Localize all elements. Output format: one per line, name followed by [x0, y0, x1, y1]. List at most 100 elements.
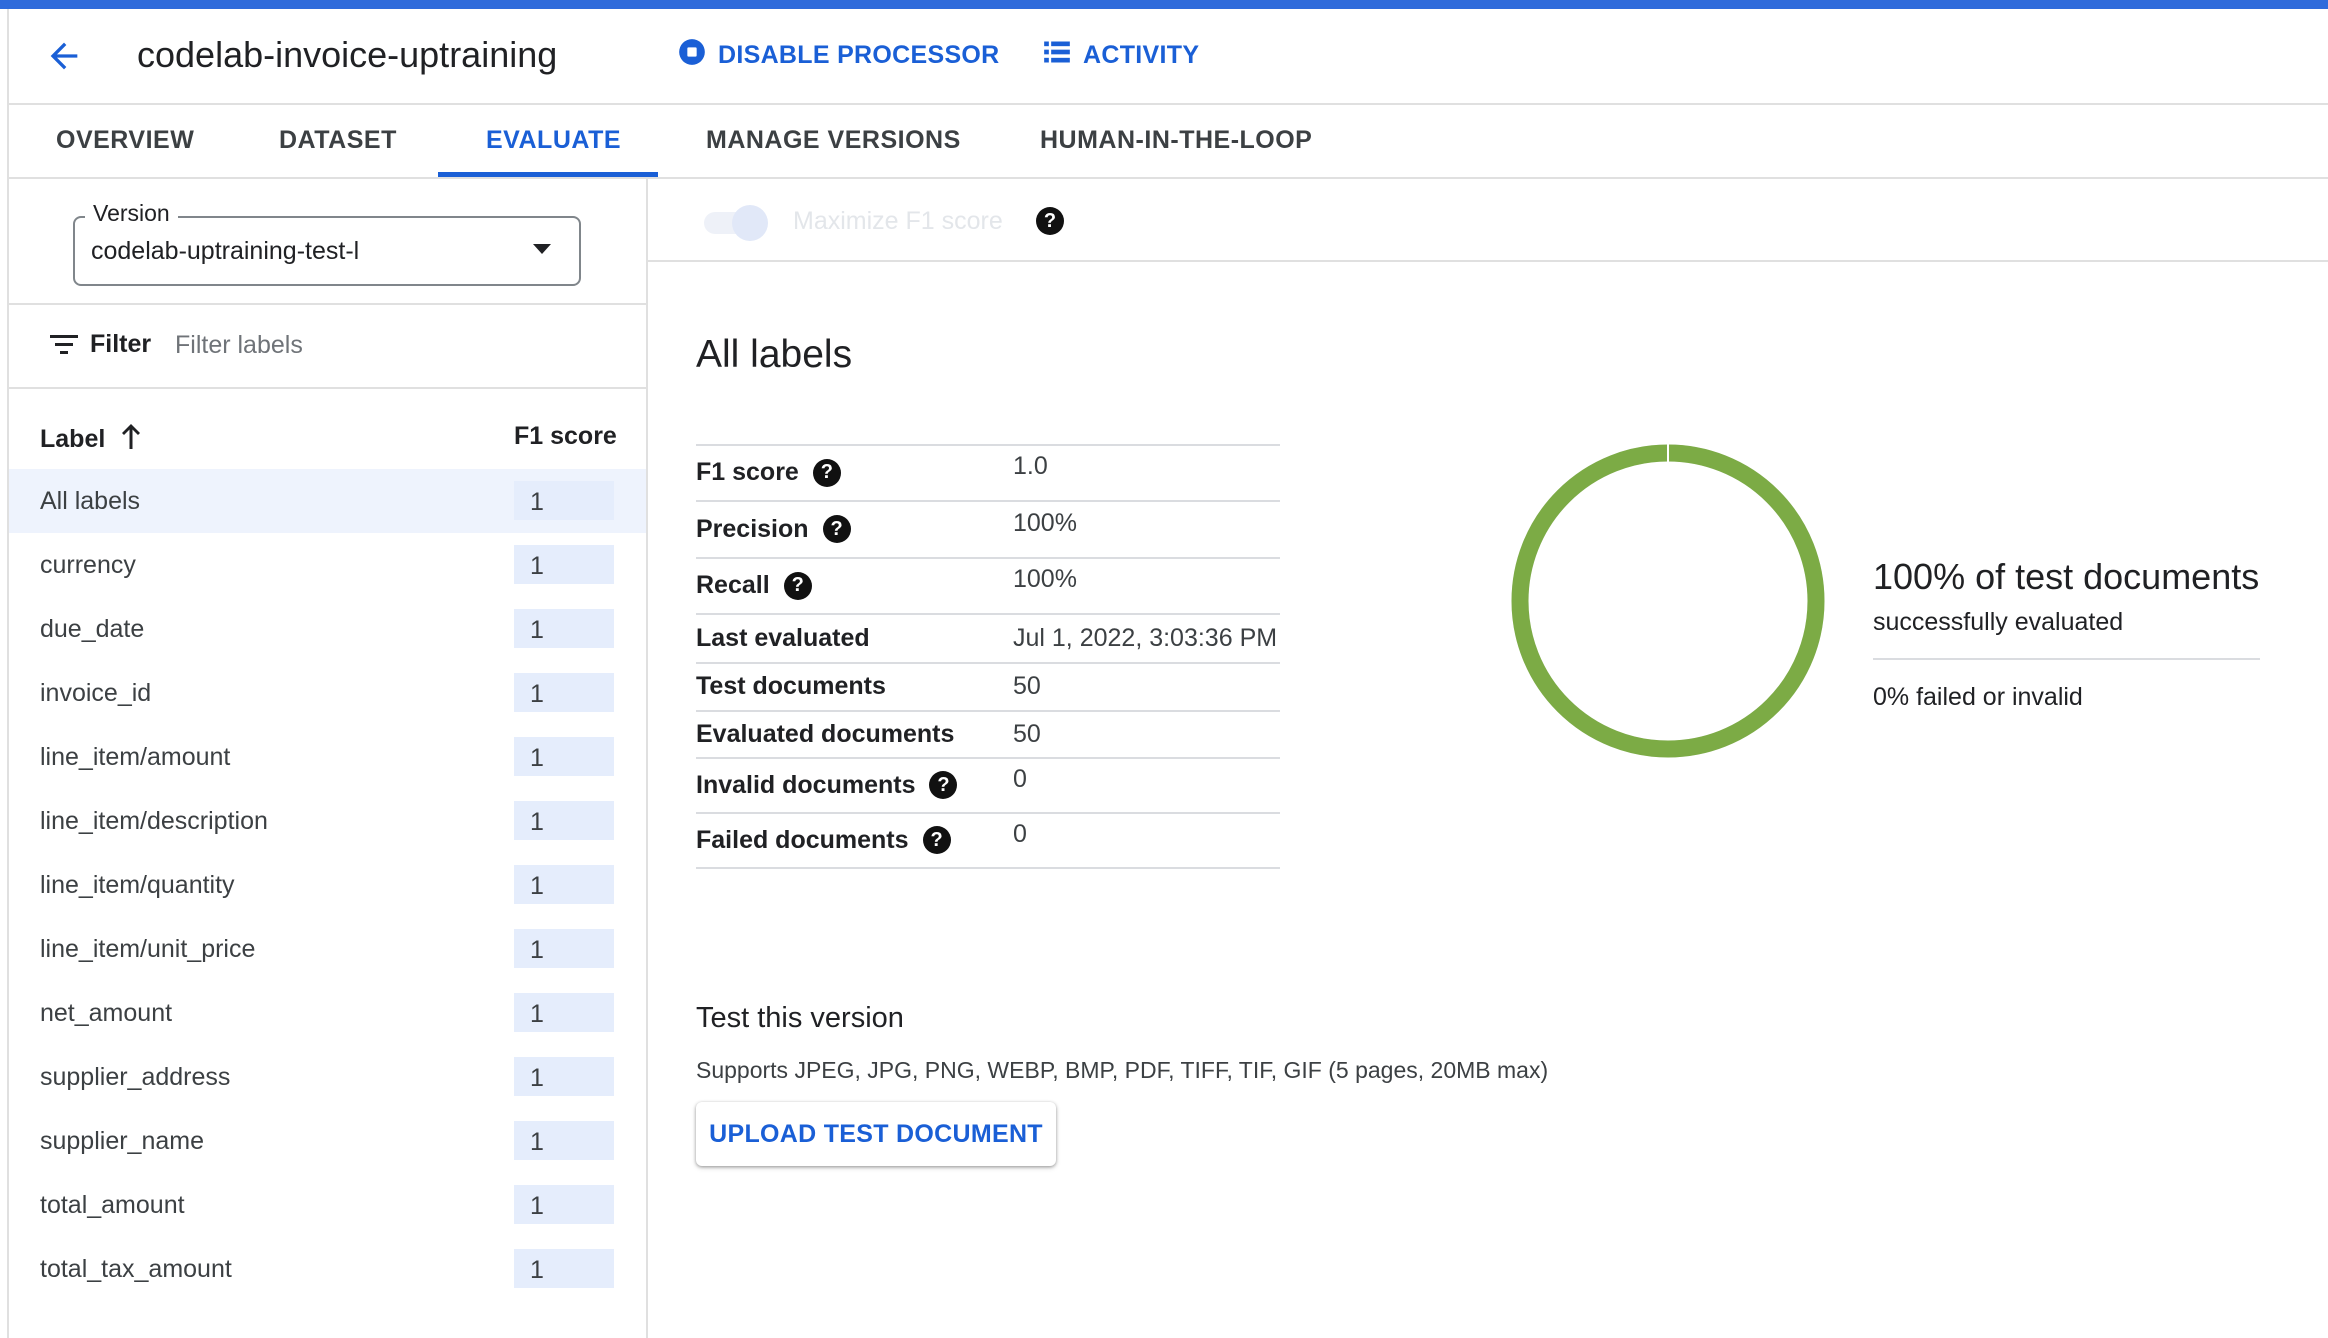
label-row[interactable]: due_date 1 [9, 597, 646, 661]
metric-label: Test documents [696, 672, 886, 701]
list-icon [1043, 38, 1071, 73]
metric-label: Last evaluated [696, 624, 870, 653]
label-row[interactable]: total_tax_amount 1 [9, 1237, 646, 1301]
maximize-f1-label: Maximize F1 score [793, 207, 1003, 235]
tab-human-in-the-loop[interactable]: HUMAN-IN-THE-LOOP [1040, 126, 1313, 154]
main-divider [648, 260, 2328, 262]
metric-divider [696, 557, 1280, 559]
help-icon[interactable]: ? [929, 771, 958, 799]
label-name: supplier_address [40, 1063, 231, 1091]
metric-label-text: Test documents [696, 672, 886, 700]
help-icon[interactable]: ? [783, 571, 812, 600]
label-name: line_item/quantity [40, 871, 235, 899]
metric-value: 50 [1013, 719, 1041, 748]
metric-value: 0 [1013, 819, 1027, 848]
label-f1-score: 1 [514, 609, 614, 648]
metric-label-text: Last evaluated [696, 623, 870, 652]
label-column-title: Label [40, 425, 106, 453]
label-name: net_amount [40, 999, 173, 1027]
label-name: total_amount [40, 1191, 185, 1219]
label-f1-score: 1 [514, 1057, 614, 1096]
metric-label-text: Invalid documents [696, 770, 916, 799]
label-f1-score: 1 [514, 1121, 614, 1160]
activity-label: ACTIVITY [1083, 41, 1200, 69]
label-name: line_item/description [40, 807, 268, 835]
metric-value: 0 [1013, 764, 1027, 793]
upload-test-document-button[interactable]: UPLOAD TEST DOCUMENT [696, 1102, 1056, 1166]
label-row[interactable]: supplier_name 1 [9, 1109, 646, 1173]
f1-column-header[interactable]: F1 score [514, 422, 617, 450]
summary-divider [1873, 658, 2260, 660]
metric-label: Precision? [696, 515, 851, 544]
label-row[interactable]: All labels 1 [9, 469, 646, 533]
tab-overview[interactable]: OVERVIEW [56, 126, 195, 154]
tab-dataset[interactable]: DATASET [279, 126, 397, 154]
help-icon[interactable]: ? [812, 458, 841, 487]
label-f1-score: 1 [514, 929, 614, 968]
label-f1-score: 1 [514, 1185, 614, 1224]
tab-manage-versions[interactable]: MANAGE VERSIONS [706, 126, 961, 154]
metric-divider [696, 867, 1280, 869]
filter-labels-input[interactable] [175, 328, 615, 362]
label-f1-score: 1 [514, 737, 614, 776]
help-icon[interactable]: ? [922, 826, 951, 854]
version-select-label: Version [85, 200, 178, 227]
section-title: All labels [696, 333, 853, 376]
label-name: total_tax_amount [40, 1255, 232, 1283]
donut-success-arc [1511, 444, 1825, 758]
metric-label: Evaluated documents [696, 720, 954, 749]
back-arrow-icon[interactable] [44, 36, 84, 76]
sidebar-divider-2 [9, 387, 646, 389]
metric-label-text: Recall [696, 571, 770, 599]
metric-divider [696, 757, 1280, 759]
supported-formats-text: Supports JPEG, JPG, PNG, WEBP, BMP, PDF,… [696, 1057, 1549, 1083]
metric-value: 100% [1013, 508, 1077, 537]
version-select-value[interactable]: codelab-uptraining-test-l [91, 237, 360, 265]
tab-evaluate[interactable]: EVALUATE [486, 126, 622, 154]
activity-button[interactable]: ACTIVITY [1043, 38, 1199, 73]
version-select[interactable] [73, 216, 581, 286]
header-divider [9, 103, 2328, 105]
metric-divider [696, 662, 1280, 664]
help-icon[interactable]: ? [1036, 207, 1064, 235]
label-row[interactable]: line_item/description 1 [9, 789, 646, 853]
metric-label: Invalid documents? [696, 770, 958, 800]
metric-label: Recall? [696, 571, 812, 600]
dropdown-caret-icon[interactable] [533, 244, 551, 254]
filter-label: Filter [90, 330, 152, 358]
metric-label-text: Precision [696, 514, 809, 543]
label-row[interactable]: net_amount 1 [9, 981, 646, 1045]
label-row[interactable]: invoice_id 1 [9, 661, 646, 725]
metric-value: 50 [1013, 672, 1041, 700]
metric-label-text: F1 score [696, 458, 799, 486]
label-row[interactable]: line_item/quantity 1 [9, 853, 646, 917]
maximize-f1-toggle[interactable] [702, 204, 776, 241]
metric-divider [696, 812, 1280, 814]
label-row[interactable]: line_item/unit_price 1 [9, 917, 646, 981]
tabs-divider [9, 177, 2328, 179]
metric-value: Jul 1, 2022, 3:03:36 PM [1013, 623, 1278, 652]
label-f1-score: 1 [514, 673, 614, 712]
test-version-title: Test this version [696, 1002, 904, 1034]
stop-circle-icon [678, 38, 706, 73]
label-f1-score: 1 [514, 865, 614, 904]
metric-divider [696, 613, 1280, 615]
label-column-header[interactable]: Label [40, 422, 143, 457]
page-title: codelab-invoice-uptraining [137, 34, 558, 75]
success-percentage: 100% of test documents [1873, 556, 2260, 597]
sort-arrow-up-icon[interactable] [119, 422, 143, 457]
help-icon[interactable]: ? [822, 515, 851, 543]
failed-percentage: 0% failed or invalid [1873, 683, 2083, 711]
metric-value: 100% [1013, 565, 1077, 593]
label-name: invoice_id [40, 679, 152, 707]
label-row[interactable]: supplier_address 1 [9, 1045, 646, 1109]
label-name: line_item/unit_price [40, 935, 256, 963]
filter-icon[interactable] [50, 334, 78, 356]
sidebar-divider-1 [9, 303, 646, 305]
label-row[interactable]: line_item/amount 1 [9, 725, 646, 789]
left-edge-divider [7, 9, 9, 1338]
disable-processor-button[interactable]: DISABLE PROCESSOR [678, 38, 1000, 73]
label-row[interactable]: currency 1 [9, 533, 646, 597]
label-row[interactable]: total_amount 1 [9, 1173, 646, 1237]
top-accent-bar [0, 0, 2328, 9]
